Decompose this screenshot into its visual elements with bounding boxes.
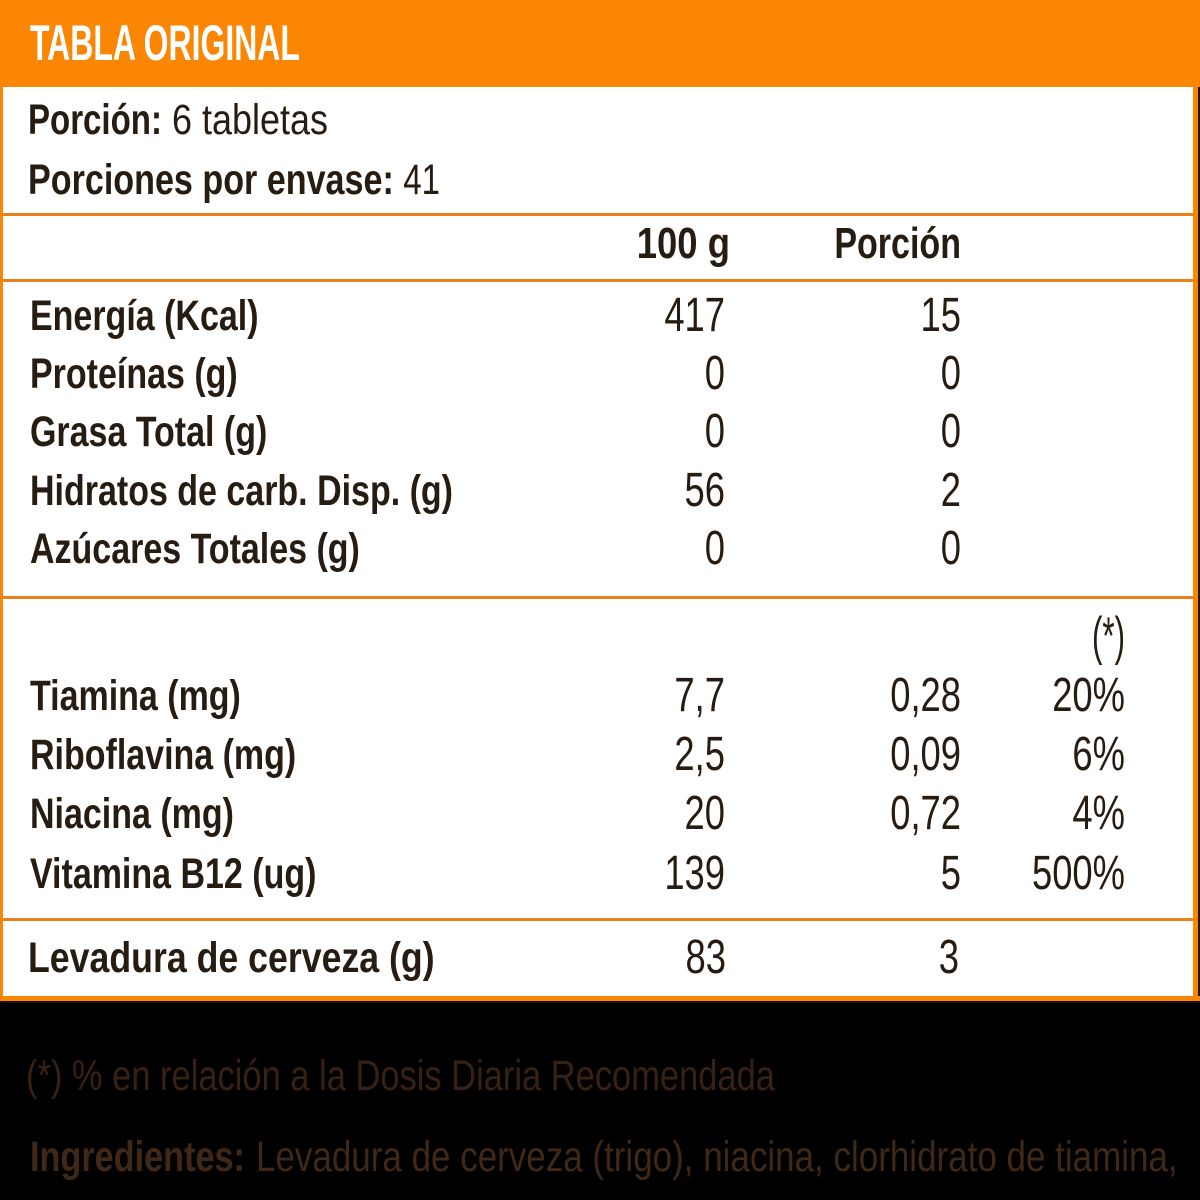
svg-text:Hidratos de carb. Disp. (g): Hidratos de carb. Disp. (g) (30, 467, 453, 514)
svg-text:(*): (*) (1092, 608, 1125, 666)
svg-text:Vitamina B12 (ug): Vitamina B12 (ug) (30, 850, 316, 897)
svg-text:0: 0 (941, 404, 961, 458)
svg-text:Tiamina (mg): Tiamina (mg) (30, 672, 241, 719)
svg-text:0: 0 (705, 346, 725, 400)
svg-text:0: 0 (705, 521, 725, 575)
svg-text:Energía (Kcal): Energía (Kcal) (30, 292, 259, 339)
svg-text:(*) % en relación a la Dosis D: (*) % en relación a la Dosis Diaria Reco… (26, 1053, 775, 1100)
svg-text:83: 83 (686, 930, 726, 984)
svg-text:100 g: 100 g (637, 219, 730, 268)
svg-text:139: 139 (664, 846, 725, 900)
svg-text:Proteínas (g): Proteínas (g) (30, 350, 238, 397)
svg-text:Niacina (mg): Niacina (mg) (30, 790, 234, 837)
svg-text:0,28: 0,28 (890, 668, 961, 722)
svg-text:TABLA ORIGINAL: TABLA ORIGINAL (30, 15, 300, 71)
svg-text:Azúcares Totales (g): Azúcares Totales (g) (30, 525, 360, 572)
svg-text:Porción: Porción (834, 220, 961, 268)
svg-text:500%: 500% (1032, 846, 1125, 900)
svg-text:Riboflavina (mg): Riboflavina (mg) (30, 731, 296, 778)
svg-text:0,72: 0,72 (890, 786, 961, 840)
svg-text:6%: 6% (1072, 727, 1125, 781)
svg-text:20: 20 (685, 786, 725, 840)
svg-text:Ingredientes:: Ingredientes: (30, 1133, 245, 1181)
svg-text:Grasa Total (g): Grasa Total (g) (30, 408, 267, 455)
svg-text:0: 0 (705, 404, 725, 458)
svg-text:7,7: 7,7 (674, 668, 725, 722)
svg-text:6 tabletas: 6 tabletas (162, 96, 328, 144)
svg-text:417: 417 (664, 288, 725, 342)
svg-text:3: 3 (939, 930, 959, 984)
svg-text:2: 2 (941, 463, 961, 517)
svg-text:Levadura de cerveza (g): Levadura de cerveza (g) (28, 934, 435, 982)
svg-text:0: 0 (941, 521, 961, 575)
svg-text:0,09: 0,09 (890, 727, 961, 781)
svg-text:5: 5 (941, 846, 961, 900)
svg-text:2,5: 2,5 (674, 727, 725, 781)
svg-text:20%: 20% (1052, 668, 1125, 722)
svg-text:Porción:: Porción: (28, 96, 162, 144)
svg-text:15: 15 (921, 288, 961, 342)
svg-text:Levadura de cerveza (trigo), n: Levadura de cerveza (trigo), niacina, cl… (256, 1134, 1178, 1181)
svg-text:4%: 4% (1072, 786, 1125, 840)
svg-text:Porciones por envase:: Porciones por envase: (28, 156, 394, 204)
svg-text:56: 56 (685, 463, 725, 517)
svg-text:41: 41 (394, 156, 440, 204)
svg-text:0: 0 (941, 346, 961, 400)
